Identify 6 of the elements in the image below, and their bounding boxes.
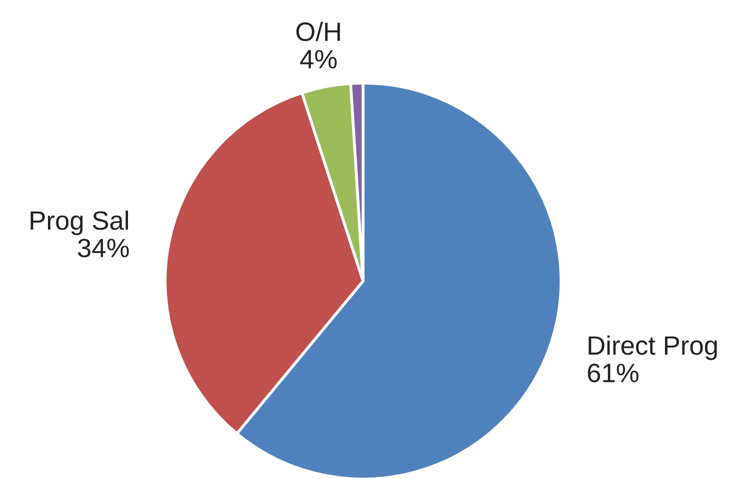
slice-label: Direct Prog [588,335,717,360]
data-label: 34% [78,238,129,258]
slice-label: O/H [296,22,340,42]
data-label: 61% [588,364,638,382]
data-label: 4% [300,50,337,68]
slice-label: Prog Sal [30,210,128,236]
